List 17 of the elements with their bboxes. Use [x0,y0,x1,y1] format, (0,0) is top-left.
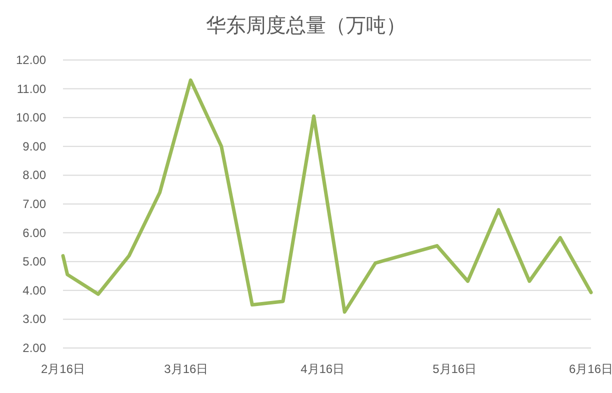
y-tick-label: 6.00 [22,226,46,240]
y-tick-label: 3.00 [22,312,46,326]
x-tick-label: 6月16日 [568,362,612,376]
y-tick-label: 2.00 [22,341,46,355]
y-tick-label: 10.00 [16,110,46,125]
x-tick-label: 5月16日 [432,362,477,376]
y-tick-label: 4.00 [22,283,46,298]
y-tick-label: 12.00 [16,53,46,67]
y-tick-label: 7.00 [22,197,46,211]
chart-title: 华东周度总量（万吨） [206,15,406,37]
x-tick-label: 4月16日 [300,362,345,376]
y-tick-label: 5.00 [22,254,46,269]
x-tick-label: 2月16日 [40,362,86,376]
y-tick-label: 8.00 [22,168,46,182]
y-tick-label: 11.00 [16,82,46,96]
x-tick-label: 3月16日 [164,362,208,376]
y-tick-label: 9.00 [22,139,46,154]
